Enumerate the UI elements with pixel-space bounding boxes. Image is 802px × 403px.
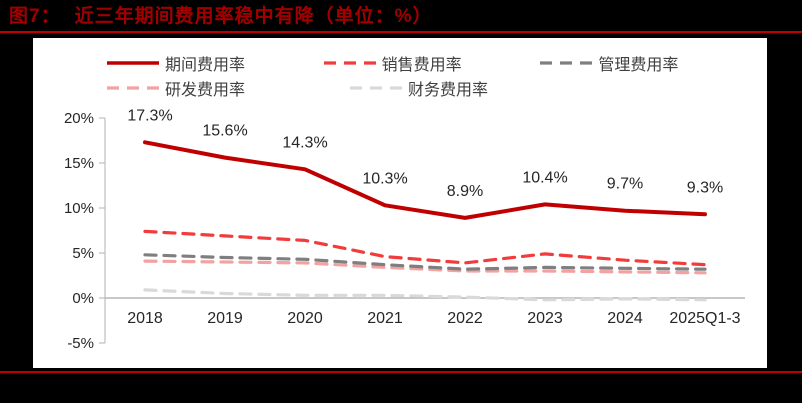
x-tick-label: 2019 [207,310,243,327]
data-label: 8.9% [447,183,483,200]
x-tick-label: 2018 [127,310,163,327]
x-tick-label: 2023 [527,310,563,327]
legend-marker-period-expense-ratio [107,60,159,65]
x-tick-label: 2024 [607,310,643,327]
series-period-expense-ratio [143,140,707,220]
y-tick-label: -5% [67,335,94,352]
series-finance-expense-ratio [143,288,707,302]
legend-item-period-expense-ratio: 期间费用率 [107,51,324,75]
chart-legend: 期间费用率 销售费用率 管理费用率研发费用率 财务费用率 [107,50,757,100]
x-tick-label: 2025Q1-3 [669,310,740,327]
line-chart: 20% 15% 10% 5% 0% -5% 2018 2019 2020 2021 2022 2023… [64,107,745,352]
legend-label-finance-expense-ratio: 财务费用率 [408,81,489,99]
legend-marker-finance-expense-ratio [350,85,402,90]
legend-label-rd-expense-ratio: 研发费用率 [165,81,246,99]
series-sales-expense-ratio [143,229,707,267]
legend-row: 研发费用率 财务费用率 [107,75,757,100]
series-admin-expense-ratio [143,253,707,271]
x-tick-label: 2022 [447,310,483,327]
data-label: 9.3% [687,179,723,196]
legend-item-rd-expense-ratio: 研发费用率 [107,76,350,100]
series-rd-expense-ratio [143,259,707,275]
legend-row: 期间费用率 销售费用率 管理费用率 [107,50,757,75]
data-label: 15.6% [202,123,247,140]
x-axis-labels: 2018 2019 2020 2021 2022 2023 2024 2025Q1-3 [127,310,740,327]
figure-title-text: 近三年期间费用率稳中有降（单位：%） [74,6,433,27]
y-tick-label: 5% [72,245,94,262]
figure-title: 图7： 近三年期间费用率稳中有降（单位：%） [9,4,432,30]
y-tick-label: 20% [64,110,94,127]
y-tick-label: 10% [64,200,94,217]
legend-item-finance-expense-ratio: 财务费用率 [350,76,593,100]
y-tick-label: 0% [72,290,94,307]
bottom-rule [0,371,802,373]
x-tick-label: 2021 [367,310,403,327]
x-tick-label: 2020 [287,310,323,327]
legend-label-admin-expense-ratio: 管理费用率 [598,56,679,74]
data-labels-period-expense-ratio: 17.3% 15.6% 14.3% 10.3% 8.9% 10.4% 9.7% 9.3% [127,107,723,200]
legend-marker-sales-expense-ratio [323,60,376,65]
legend-item-sales-expense-ratio: 销售费用率 [323,51,541,75]
data-label: 17.3% [127,107,172,124]
data-label: 10.3% [362,170,407,187]
legend-item-admin-expense-ratio: 管理费用率 [540,51,757,75]
chart-panel: 期间费用率 销售费用率 管理费用率研发费用率 财务费用率 20% 15% 10% 5% 0% -… [33,38,767,368]
legend-marker-rd-expense-ratio [107,85,159,90]
y-tick-label: 15% [64,155,94,172]
y-axis: 20% 15% 10% 5% 0% -5% [64,110,106,352]
figure-number: 图7： [9,6,61,27]
legend-label-period-expense-ratio: 期间费用率 [165,56,246,74]
legend-label-sales-expense-ratio: 销售费用率 [381,56,462,74]
data-label: 9.7% [607,176,643,193]
title-underline-rule [0,31,802,33]
legend-marker-admin-expense-ratio [540,60,593,65]
data-label: 10.4% [522,169,567,186]
data-label: 14.3% [282,134,327,151]
